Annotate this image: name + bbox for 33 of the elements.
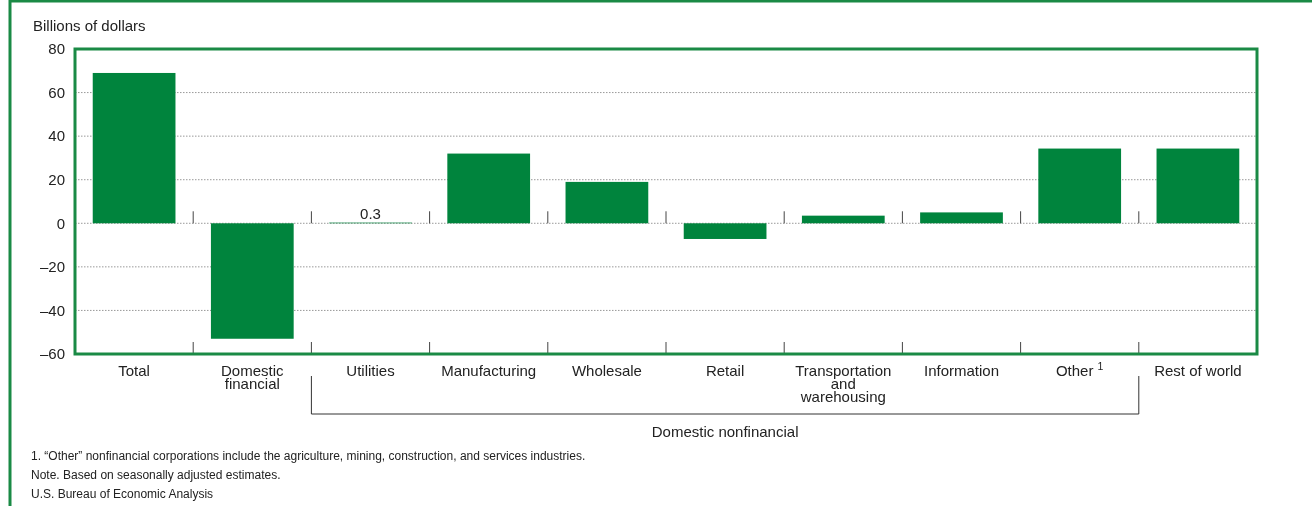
text: Note. Based on seasonally adjusted estimates. <box>31 468 281 482</box>
x-tick-label: Manufacturing <box>441 362 537 379</box>
y-tick-label: –20 <box>39 258 65 276</box>
x-tick-label: Information <box>923 362 1000 379</box>
y-tick-label: –40 <box>39 301 65 319</box>
x-tick-label: Domestic financial <box>221 362 285 392</box>
y-axis-title: Billions of dollars <box>33 17 146 34</box>
x-tick-label: Wholesale <box>571 362 642 379</box>
x-tick-label: Utilities <box>346 362 395 379</box>
y-tick-label: –60 <box>39 345 65 363</box>
text: 1. “Other” nonfinancial corporations include the agriculture, mining, construction, and services industries. <box>31 449 586 463</box>
x-tick-label: Transportation and warehousing <box>795 362 892 405</box>
data-label: 0.3 <box>360 204 381 222</box>
bar <box>565 181 649 224</box>
bar <box>1038 148 1122 224</box>
bar <box>1156 148 1240 224</box>
text: Domestic nonfinancial <box>651 423 799 440</box>
bar <box>92 72 176 224</box>
y-tick-label: 20 <box>48 170 65 188</box>
bar <box>801 215 885 224</box>
bar <box>447 153 531 224</box>
y-tick-label: 40 <box>48 127 65 145</box>
x-tick-label: Rest of world <box>1154 362 1242 379</box>
bar <box>683 223 767 239</box>
x-tick-label: Other $^{1}$ <box>1055 360 1104 379</box>
x-tick-label: Total <box>118 362 150 379</box>
x-tick-label: Retail <box>705 362 745 379</box>
text: U.S. Bureau of Economic Analysis <box>31 487 214 501</box>
y-tick-label: 80 <box>48 40 65 58</box>
y-tick-label: 0 <box>56 214 65 232</box>
bar <box>210 223 294 339</box>
bar <box>920 212 1003 224</box>
y-tick-label: 60 <box>48 83 65 101</box>
